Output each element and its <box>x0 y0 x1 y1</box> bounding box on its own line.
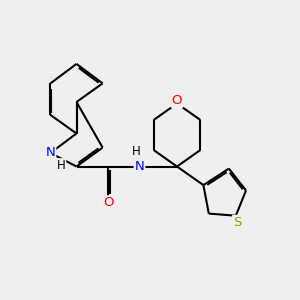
Text: N: N <box>135 160 144 173</box>
Text: N: N <box>46 146 55 160</box>
Text: H: H <box>131 145 140 158</box>
Text: O: O <box>103 196 113 209</box>
Text: O: O <box>172 94 182 107</box>
Text: H: H <box>56 159 65 172</box>
Text: S: S <box>233 216 242 229</box>
